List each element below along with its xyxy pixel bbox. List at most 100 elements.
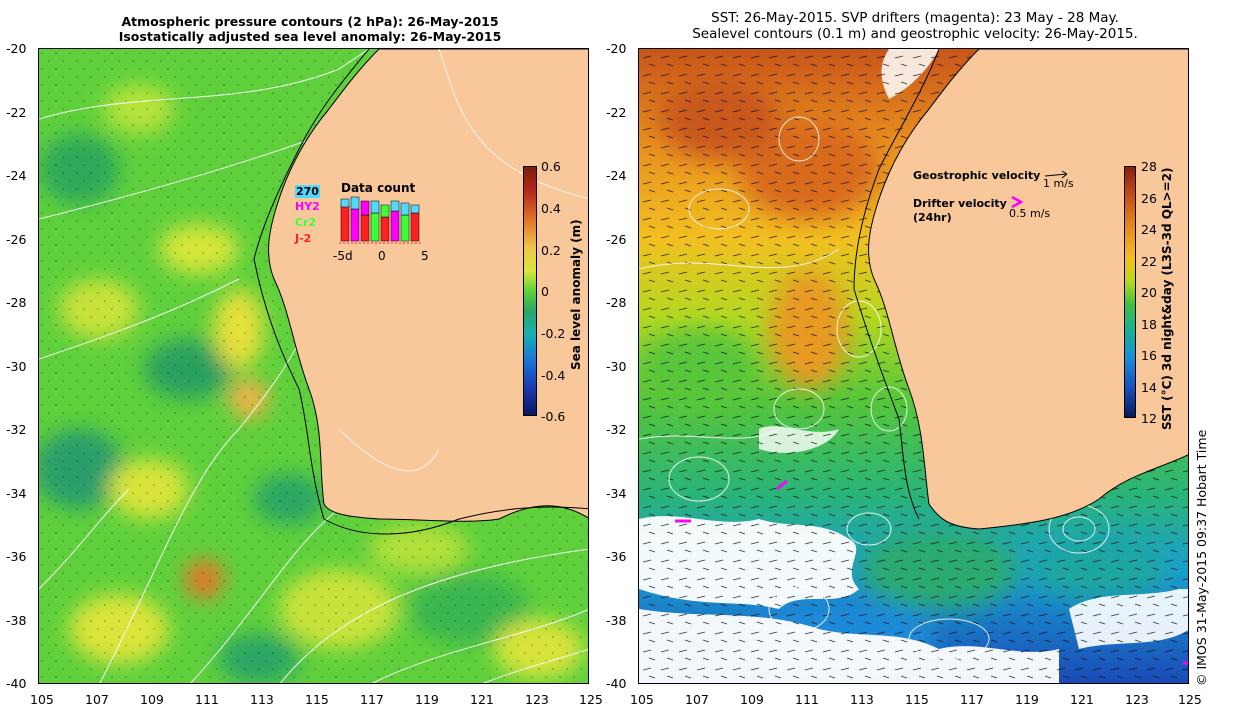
ly-tick: -32 (6, 422, 27, 437)
lx-tick: 107 (85, 692, 109, 707)
rx-tick: 117 (960, 692, 984, 707)
sst-map-svg (639, 49, 1188, 683)
rx-tick: 113 (850, 692, 874, 707)
sla-cb-tick: -0.4 (541, 368, 566, 383)
lx-tick: 115 (305, 692, 329, 707)
ly-tick: -22 (6, 105, 27, 120)
sla-map: 270 HY2 Cr2 J-2 Data count (38, 48, 589, 684)
data-count-bars (339, 196, 423, 244)
sat-j2: J-2 (295, 232, 312, 245)
rx-tick: 125 (1178, 692, 1202, 707)
ry-tick: -24 (606, 168, 627, 183)
left-title-line1: Atmospheric pressure contours (2 hPa): 2… (121, 14, 499, 29)
geo-arrow-icon (1044, 170, 1068, 179)
sla-cb-tick: 0 (541, 284, 549, 299)
sla-colorbar (523, 166, 537, 416)
bar-stack (340, 196, 420, 242)
sat-hy2: HY2 (295, 200, 320, 213)
right-title-line1: SST: 26-May-2015. SVP drifters (magenta)… (711, 10, 1119, 26)
sst-cb-tick: 18 (1141, 317, 1157, 332)
sst-colorbar-label: SST (°C) 3d night&day (L3S-3d QL>=2) (1160, 167, 1174, 431)
ry-tick: -32 (606, 422, 627, 437)
drifter-velocity-sub: (24hr) (913, 211, 952, 224)
sst-map: Geostrophic velocity 1 m/s Drifter veloc… (638, 48, 1189, 684)
sat-270: 270 (295, 185, 320, 198)
geo-velocity-label: Geostrophic velocity (913, 169, 1041, 182)
sst-cb-tick: 12 (1141, 411, 1157, 426)
ry-tick: -38 (606, 613, 627, 628)
ly-tick: -40 (6, 676, 27, 691)
ry-tick: -28 (606, 295, 627, 310)
sla-cb-tick: -0.2 (541, 326, 566, 341)
ly-tick: -24 (6, 168, 27, 183)
pressure-contours (39, 49, 588, 683)
ly-tick: -36 (6, 549, 27, 564)
inset-tick-5: 5 (421, 249, 429, 263)
rx-tick: 119 (1015, 692, 1039, 707)
shelf-contour (253, 49, 588, 535)
ry-tick: -36 (606, 549, 627, 564)
inset-title: Data count (341, 181, 416, 195)
sst-cb-tick: 16 (1141, 348, 1157, 363)
lx-tick: 117 (360, 692, 384, 707)
sat-cr2: Cr2 (295, 216, 317, 229)
inset-tick-0: 0 (378, 249, 386, 263)
right-title: SST: 26-May-2015. SVP drifters (magenta)… (640, 10, 1190, 42)
sst-cb-tick: 14 (1141, 380, 1157, 395)
ry-tick: -34 (606, 486, 627, 501)
lx-tick: 125 (579, 692, 603, 707)
australia-landmass (868, 49, 1188, 530)
shelf-contour (853, 49, 940, 520)
drifter-tracks (675, 479, 1188, 665)
sealevel-contours (639, 116, 1110, 660)
ry-tick: -30 (606, 359, 627, 374)
lx-tick: 105 (30, 692, 54, 707)
lx-tick: 109 (140, 692, 164, 707)
drifter-arrow-icon (1011, 195, 1024, 209)
right-title-line2: Sealevel contours (0.1 m) and geostrophi… (692, 26, 1138, 42)
australia-landmass (268, 49, 588, 522)
lx-tick: 119 (415, 692, 439, 707)
ly-tick: -26 (6, 232, 27, 247)
ry-tick: -26 (606, 232, 627, 247)
ly-tick: -30 (6, 359, 27, 374)
data-count-inset: 270 HY2 Cr2 J-2 Data count (295, 179, 435, 269)
rx-tick: 105 (630, 692, 654, 707)
rx-tick: 123 (1125, 692, 1149, 707)
ly-tick: -20 (6, 41, 27, 56)
sst-cb-tick: 26 (1141, 191, 1157, 206)
ly-tick: -28 (6, 295, 27, 310)
lx-tick: 113 (250, 692, 274, 707)
rx-tick: 109 (740, 692, 764, 707)
rx-tick: 115 (905, 692, 929, 707)
sla-map-svg (39, 49, 588, 683)
ly-tick: -38 (6, 613, 27, 628)
ry-tick: -20 (606, 41, 627, 56)
lx-tick: 123 (525, 692, 549, 707)
rx-tick: 121 (1070, 692, 1094, 707)
velocity-legend: Geostrophic velocity 1 m/s Drifter veloc… (913, 165, 1103, 225)
drifter-velocity-scale: 0.5 m/s (1009, 207, 1051, 220)
lx-tick: 111 (195, 692, 219, 707)
left-title-line2: Isostatically adjusted sea level anomaly… (118, 29, 502, 44)
credit-text: © IMOS 31-May-2015 09:37 Hobart Time (1194, 429, 1209, 686)
ly-tick: -34 (6, 486, 27, 501)
sst-cb-tick: 20 (1141, 285, 1157, 300)
sla-colorbar-label: Sea level anomaly (m) (569, 219, 583, 370)
ry-tick: -40 (606, 676, 627, 691)
sla-cb-tick: 0.6 (541, 159, 561, 174)
drifter-velocity-label: Drifter velocity (913, 197, 1007, 210)
inset-tick-m5d: -5d (333, 249, 353, 263)
sst-cb-tick: 28 (1141, 159, 1157, 174)
geo-velocity-scale: 1 m/s (1043, 177, 1074, 190)
sla-cb-tick: 0.4 (541, 201, 561, 216)
sla-cb-tick: 0.2 (541, 243, 561, 258)
lx-tick: 121 (470, 692, 494, 707)
sst-cb-tick: 24 (1141, 222, 1157, 237)
sst-cb-tick: 22 (1141, 254, 1157, 269)
ry-tick: -22 (606, 105, 627, 120)
left-title: Atmospheric pressure contours (2 hPa): 2… (80, 14, 540, 44)
rx-tick: 111 (795, 692, 819, 707)
sla-cb-tick: -0.6 (541, 409, 566, 424)
sst-colorbar (1124, 166, 1136, 418)
